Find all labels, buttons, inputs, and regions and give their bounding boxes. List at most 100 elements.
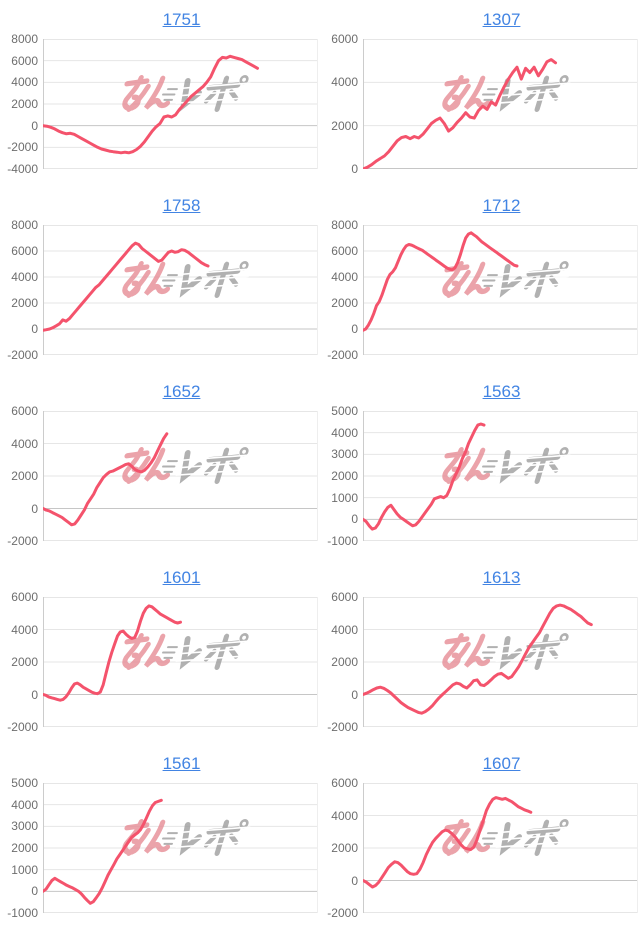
series-line [363,231,519,332]
series-line [43,432,169,527]
y-tick-label: 6000 [331,590,358,604]
plot-grid-svg [363,39,638,169]
plot-svg [43,604,182,702]
y-tick-label: 4000 [331,425,358,440]
y-tick-label: 4000 [11,797,38,812]
minrepo-logo-icon [442,74,571,112]
y-tick-label: 2000 [331,469,358,483]
y-tick-label: -2000 [7,534,38,548]
y-tick-label: 4000 [331,622,358,637]
y-tick-label: 4000 [331,75,358,90]
plot-area [363,411,638,541]
chart-title-row: 1712 [320,196,640,219]
series-line [43,604,182,702]
y-tick-label: 1000 [11,862,38,877]
chart-title-row: 1751 [0,10,320,33]
y-tick-label: 6000 [11,53,38,68]
chart-body: 8000 6000 4000 2000 0 -2000 [0,219,320,361]
y-tick-label: 2000 [331,118,358,133]
plot-svg [43,54,259,155]
minrepo-watermark [109,259,269,299]
y-tick-label: 4000 [331,808,358,823]
plot-svg [363,422,486,531]
y-tick-label: 0 [351,322,358,336]
chart-cell: 1652 6000 4000 2000 0 -2000 [0,375,320,561]
chart-title-link[interactable]: 1712 [482,196,521,215]
y-tick-label: 6000 [331,32,358,46]
plot-grid-svg [43,597,318,727]
y-axis: 8000 6000 4000 2000 0 -2000 [320,219,363,361]
chart-title-row: 1601 [0,568,320,591]
y-tick-label: 2000 [331,296,358,310]
chart-title-link[interactable]: 1307 [482,10,521,29]
plot-area [43,39,318,169]
y-axis: 6000 4000 2000 0 -2000 [320,591,363,733]
chart-title-link[interactable]: 1563 [482,382,521,401]
y-tick-label: 5000 [331,404,358,418]
plot-grid-svg [363,411,638,541]
y-axis: 6000 4000 2000 0 -2000 [0,405,43,547]
y-tick-label: 0 [31,501,38,516]
plot-grid-svg [363,597,638,727]
chart-body: 6000 4000 2000 0 -2000 [320,591,640,733]
y-tick-label: 4000 [331,270,358,284]
chart-body: 6000 4000 2000 0 -2000 [0,591,320,733]
series-line [43,241,210,332]
chart-title-row: 1561 [0,754,320,777]
chart-title-link[interactable]: 1601 [162,568,201,587]
y-tick-label: 6000 [11,590,38,604]
chart-title-link[interactable]: 1613 [482,568,521,587]
y-tick-label: 4000 [11,75,38,90]
minrepo-watermark [109,445,269,485]
chart-title-link[interactable]: 1652 [162,382,201,401]
series-line [43,798,163,905]
chart-title-link[interactable]: 1751 [162,10,201,29]
y-axis: 8000 6000 4000 2000 0 -2000 [0,219,43,361]
y-tick-label: 6000 [331,776,358,790]
chart-title-row: 1758 [0,196,320,219]
chart-title-row: 1563 [320,382,640,405]
chart-title-link[interactable]: 1607 [482,754,521,773]
y-tick-label: 3000 [11,819,38,834]
y-tick-label: -4000 [7,162,38,176]
y-tick-label: 2000 [11,296,38,310]
chart-body: 6000 4000 2000 0 [320,33,640,175]
y-tick-label: 8000 [331,218,358,232]
plot-svg [43,432,169,527]
y-tick-label: 4000 [11,270,38,284]
chart-title-row: 1307 [320,10,640,33]
series-line [363,422,486,531]
minrepo-logo-icon [122,818,251,856]
y-tick-label: 0 [31,884,38,899]
plot-area [363,597,638,727]
plot-grid-svg [363,783,638,913]
plot-svg [43,241,210,332]
y-tick-label: 5000 [11,776,38,790]
plot-svg [363,603,593,715]
minrepo-logo-icon [122,446,251,484]
chart-title-link[interactable]: 1758 [162,196,201,215]
y-tick-label: 4000 [11,436,38,451]
chart-cell: 1307 6000 4000 2000 0 [320,3,640,189]
y-tick-label: -1000 [7,906,38,920]
minrepo-logo-icon [442,446,571,484]
chart-body: 6000 4000 2000 0 -2000 [320,777,640,919]
y-tick-label: 8000 [11,218,38,232]
y-tick-label: 0 [351,687,358,702]
y-tick-label: -2000 [327,348,358,362]
y-tick-label: 0 [31,687,38,702]
plot-area [363,39,638,169]
plot-svg [43,798,163,905]
y-tick-label: 0 [31,322,38,336]
plot-area [363,225,638,355]
y-tick-label: 2000 [331,655,358,669]
y-axis: 5000 4000 3000 2000 1000 0 -1000 [320,405,363,547]
chart-title-link[interactable]: 1561 [162,754,201,773]
y-tick-label: 3000 [331,447,358,462]
y-tick-label: -2000 [7,720,38,734]
chart-title-row: 1613 [320,568,640,591]
y-tick-label: 0 [351,873,358,888]
plot-svg [363,58,557,169]
y-axis: 8000 6000 4000 2000 0 -2000 -4000 [0,33,43,175]
y-tick-label: -2000 [327,720,358,734]
